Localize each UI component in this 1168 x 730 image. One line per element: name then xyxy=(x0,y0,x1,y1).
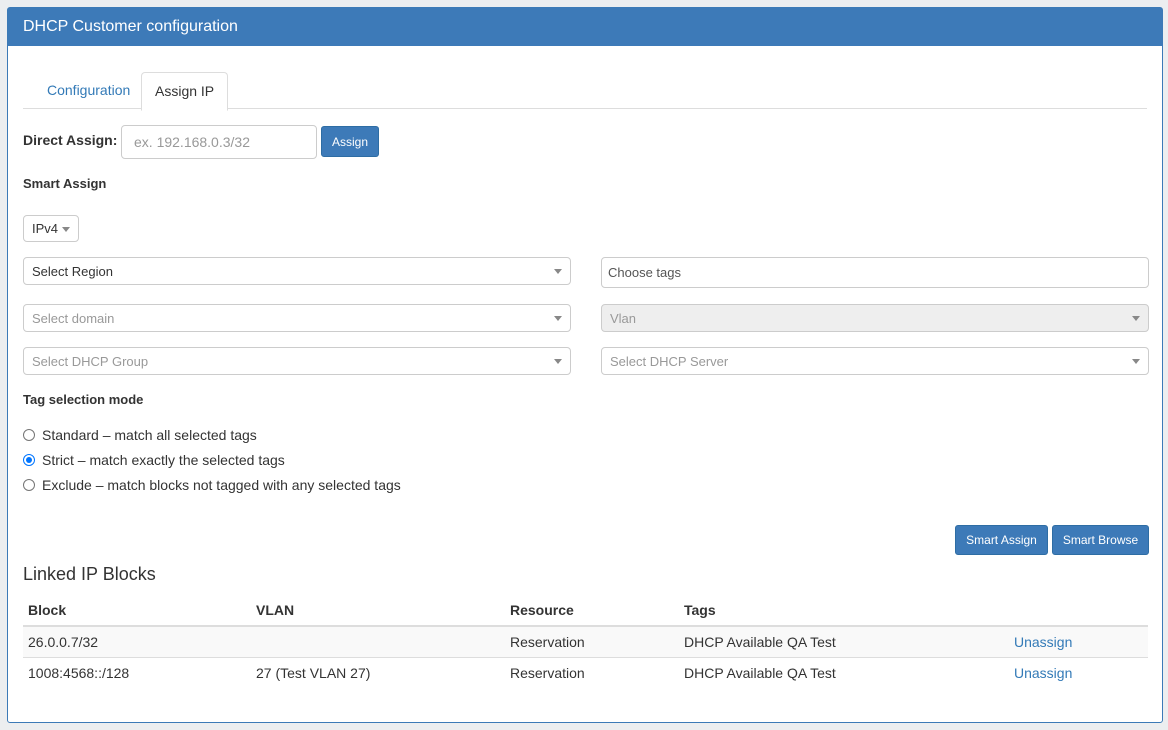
radio-label: Standard – match all selected tags xyxy=(42,427,257,443)
col-vlan: VLAN xyxy=(256,602,295,618)
chevron-down-icon xyxy=(554,316,562,321)
vlan-select[interactable]: Vlan xyxy=(601,304,1149,332)
table-row: 1008:4568::/128 27 (Test VLAN 27) Reserv… xyxy=(23,657,1148,688)
dhcp-server-select[interactable]: Select DHCP Server xyxy=(601,347,1149,375)
radio-standard[interactable]: Standard – match all selected tags xyxy=(23,427,257,443)
ip-version-value: IPv4 xyxy=(32,221,59,236)
linked-blocks-heading: Linked IP Blocks xyxy=(23,564,156,584)
chevron-down-icon xyxy=(1132,316,1140,321)
radio-strict[interactable]: Strict – match exactly the selected tags xyxy=(23,452,285,468)
radio-circle[interactable] xyxy=(23,479,35,491)
domain-select[interactable]: Select domain xyxy=(23,304,571,332)
assign-button[interactable]: Assign xyxy=(321,126,379,157)
col-tags: Tags xyxy=(684,602,716,618)
smart-browse-button[interactable]: Smart Browse xyxy=(1052,525,1149,555)
cell-tags: DHCP Available QA Test xyxy=(684,634,836,650)
radio-label: Exclude – match blocks not tagged with a… xyxy=(42,477,401,493)
radio-label: Strict – match exactly the selected tags xyxy=(42,452,285,468)
cell-resource: Reservation xyxy=(510,634,585,650)
table-row: 26.0.0.7/32 Reservation DHCP Available Q… xyxy=(23,625,1148,657)
vlan-value: Vlan xyxy=(610,310,637,326)
cell-block: 1008:4568::/128 xyxy=(28,665,130,681)
chevron-down-icon xyxy=(1132,359,1140,364)
tab-configuration[interactable]: Configuration xyxy=(47,82,131,98)
dhcp-group-value: Select DHCP Group xyxy=(32,353,149,369)
direct-assign-input[interactable]: ex. 192.168.0.3/32 xyxy=(121,125,317,159)
chevron-down-icon xyxy=(62,226,70,232)
ip-version-select[interactable]: IPv4 xyxy=(23,215,79,242)
unassign-link[interactable]: Unassign xyxy=(1014,634,1073,650)
radio-circle[interactable] xyxy=(23,454,35,466)
chevron-down-icon xyxy=(554,269,562,274)
cell-resource: Reservation xyxy=(510,665,585,681)
direct-assign-label: Direct Assign: xyxy=(23,132,118,148)
radio-circle[interactable] xyxy=(23,429,35,441)
radio-exclude[interactable]: Exclude – match blocks not tagged with a… xyxy=(23,477,401,493)
dhcp-server-value: Select DHCP Server xyxy=(610,353,729,369)
panel-title: DHCP Customer configuration xyxy=(8,8,1162,46)
chevron-down-icon xyxy=(554,359,562,364)
region-select[interactable]: Select Region xyxy=(23,257,571,285)
domain-value: Select domain xyxy=(32,310,115,326)
dhcp-config-panel: DHCP Customer configuration Configuratio… xyxy=(7,7,1163,723)
col-block: Block xyxy=(28,602,67,618)
unassign-link[interactable]: Unassign xyxy=(1014,665,1073,681)
smart-assign-button[interactable]: Smart Assign xyxy=(955,525,1048,555)
dhcp-group-select[interactable]: Select DHCP Group xyxy=(23,347,571,375)
tab-assign-ip[interactable]: Assign IP xyxy=(141,72,229,111)
cell-block: 26.0.0.7/32 xyxy=(28,634,99,650)
cell-tags: DHCP Available QA Test xyxy=(684,665,836,681)
cell-vlan: 27 (Test VLAN 27) xyxy=(256,665,371,681)
tab-divider xyxy=(23,108,1147,109)
smart-assign-heading: Smart Assign xyxy=(23,176,107,191)
tag-mode-heading: Tag selection mode xyxy=(23,392,144,407)
col-resource: Resource xyxy=(510,602,574,618)
region-value: Select Region xyxy=(32,263,113,279)
tags-input[interactable]: Choose tags xyxy=(601,257,1149,288)
